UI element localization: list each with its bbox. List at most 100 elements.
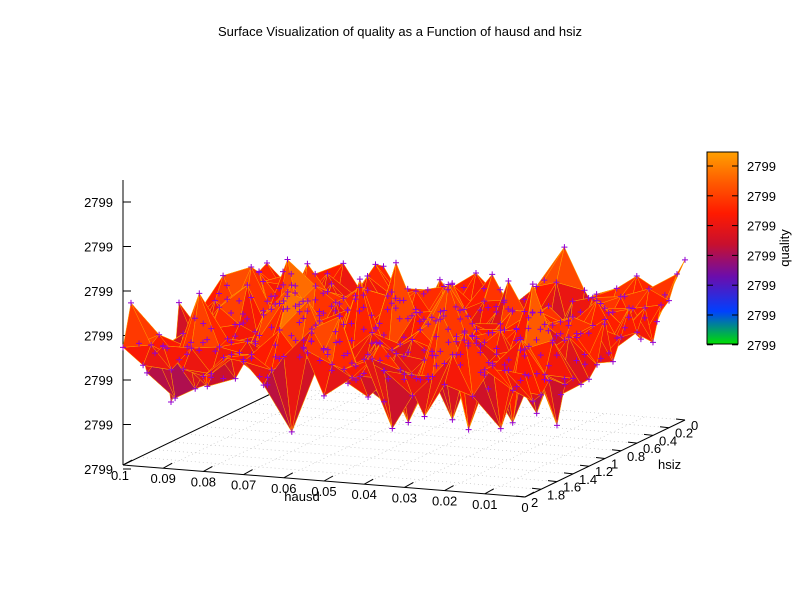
data-point-marker <box>256 373 263 380</box>
data-point-marker <box>481 285 487 292</box>
data-point-marker <box>377 340 384 347</box>
data-point-marker <box>300 337 307 344</box>
data-point-marker <box>200 320 207 327</box>
data-point-marker <box>360 304 367 311</box>
x-tick-label: 0.08 <box>191 474 216 489</box>
data-point-marker <box>361 370 367 377</box>
data-point-marker <box>409 392 416 399</box>
data-point-marker <box>284 288 291 295</box>
data-point-marker <box>356 276 363 283</box>
surface-facet <box>343 358 373 379</box>
data-point-marker <box>296 354 303 361</box>
data-point-marker <box>312 270 319 277</box>
data-point-marker <box>329 361 335 368</box>
data-point-marker <box>477 343 484 350</box>
data-point-marker <box>228 309 235 316</box>
y-tick <box>627 441 638 444</box>
data-point-marker <box>296 319 303 326</box>
colorbar-tick-label: 2799 <box>747 278 776 293</box>
data-point-marker <box>436 276 443 283</box>
grid-line <box>170 441 574 475</box>
data-point-marker <box>236 321 243 328</box>
data-point-marker <box>618 334 624 341</box>
data-point-marker <box>565 334 572 341</box>
surface-facet <box>544 316 573 326</box>
data-point-marker <box>401 376 408 383</box>
data-point-marker <box>569 313 576 320</box>
data-point-marker <box>525 372 532 379</box>
data-point-marker <box>489 271 496 278</box>
data-point-marker <box>545 303 552 310</box>
colorbar-ticks: 2799 2799 2799 2799 2799 2799 2799 <box>707 159 776 353</box>
data-point-marker <box>292 289 299 296</box>
surface-facet <box>464 330 494 398</box>
data-point-marker <box>296 308 303 315</box>
data-point-marker <box>196 347 203 354</box>
data-point-marker <box>417 376 424 383</box>
y-tick <box>611 449 622 452</box>
data-point-marker <box>224 335 231 342</box>
data-point-marker <box>232 333 239 340</box>
x-tick-label: 0.02 <box>432 494 457 509</box>
data-point-marker <box>541 371 548 378</box>
data-point-marker <box>557 318 564 325</box>
surface-facet <box>203 354 232 377</box>
data-point-marker <box>388 289 395 296</box>
data-point-marker <box>477 349 484 356</box>
data-point-marker <box>413 309 420 316</box>
data-point-marker <box>609 309 616 316</box>
data-point-marker <box>364 287 371 294</box>
data-point-marker <box>356 307 363 314</box>
data-point-marker <box>180 330 187 337</box>
data-point-marker <box>525 343 532 350</box>
surface-facet <box>122 302 152 348</box>
data-point-marker <box>589 322 596 329</box>
data-point-marker <box>433 333 440 340</box>
surface-facet <box>484 365 514 391</box>
grid-line <box>202 426 606 459</box>
y-tick-label: 1 <box>611 457 618 472</box>
data-point-marker <box>252 340 259 347</box>
data-point-marker <box>377 357 383 364</box>
data-point-marker <box>292 303 299 310</box>
data-point-marker <box>593 291 600 298</box>
data-point-marker <box>288 282 295 289</box>
y-tick <box>579 464 590 467</box>
y-tick <box>563 472 574 475</box>
data-point-marker <box>461 306 468 313</box>
data-point-marker <box>581 361 588 368</box>
data-point-marker <box>549 322 556 329</box>
data-point-marker <box>272 292 278 299</box>
grid-line <box>282 387 686 421</box>
data-point-marker <box>304 260 311 267</box>
data-point-marker <box>340 352 347 359</box>
data-point-marker <box>653 318 660 325</box>
data-point-marker <box>284 293 291 300</box>
y-tick-label: 1.2 <box>595 464 613 479</box>
surface-facet <box>544 339 574 379</box>
data-point-marker <box>232 375 239 382</box>
grid-line <box>323 403 485 482</box>
data-point-marker <box>593 297 600 304</box>
data-point-marker <box>276 300 283 307</box>
data-point-marker <box>485 359 492 366</box>
data-point-marker <box>216 290 222 297</box>
data-point-marker <box>316 317 323 324</box>
data-point-marker <box>136 340 142 347</box>
surface-facet <box>419 284 449 331</box>
data-point-marker <box>537 352 544 359</box>
data-point-marker <box>533 370 540 377</box>
y-tick-label: 0.6 <box>643 441 661 456</box>
data-point-marker <box>461 328 468 335</box>
data-point-marker <box>344 350 351 357</box>
data-point-marker <box>364 272 371 279</box>
data-point-marker <box>228 339 235 346</box>
data-point-marker <box>481 366 488 373</box>
data-point-marker <box>216 304 223 311</box>
data-point-marker <box>357 373 364 380</box>
surface-facet <box>162 345 192 371</box>
data-point-marker <box>276 355 283 362</box>
surface-facet <box>142 344 172 371</box>
data-point-marker <box>457 307 463 314</box>
data-point-marker <box>509 307 516 314</box>
